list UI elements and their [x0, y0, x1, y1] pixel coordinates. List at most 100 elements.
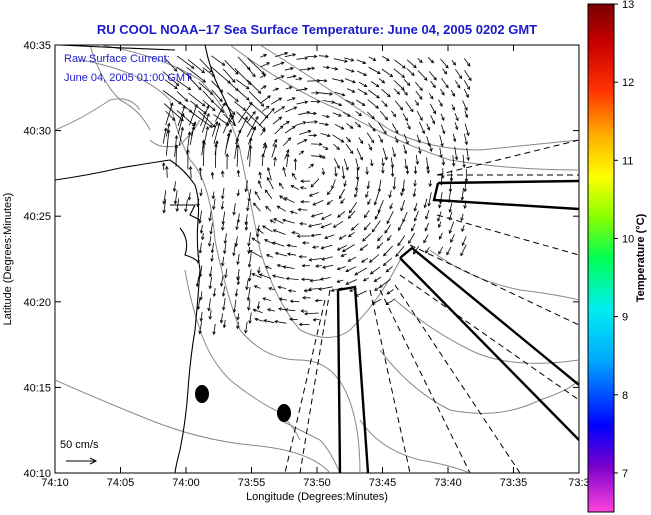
current-arrowhead — [266, 62, 271, 66]
current-arrowhead — [206, 113, 210, 117]
current-arrowhead — [413, 217, 418, 222]
x-tick-label: 74:00 — [172, 477, 200, 489]
current-arrow — [367, 198, 371, 205]
current-arrowhead — [381, 170, 385, 174]
current-arrow — [306, 121, 318, 123]
current-arrow — [211, 254, 214, 262]
current-arrow — [442, 158, 444, 166]
current-arrowhead — [244, 116, 248, 121]
current-arrow — [333, 143, 340, 150]
current-arrowhead — [399, 106, 404, 111]
current-arrowhead — [173, 68, 178, 72]
current-arrow — [448, 189, 451, 203]
current-arrow — [320, 133, 331, 137]
current-arrowhead — [296, 234, 301, 238]
current-arrow — [248, 253, 252, 267]
current-arrow — [327, 188, 333, 195]
current-arrowhead — [417, 139, 421, 144]
current-arrow — [451, 104, 455, 111]
current-arrow — [348, 210, 356, 219]
current-arrow — [291, 185, 299, 191]
current-arrowhead — [266, 176, 271, 181]
current-arrow — [164, 79, 178, 89]
current-arrow — [386, 289, 394, 295]
current-arrowhead — [371, 115, 375, 120]
current-arrowhead — [288, 317, 293, 322]
current-arrowhead — [266, 105, 270, 110]
current-arrow — [449, 202, 453, 213]
current-arrowhead — [196, 203, 200, 208]
current-arrowhead — [336, 165, 340, 170]
current-arrow — [199, 210, 202, 224]
current-arrow — [272, 139, 278, 147]
current-arrow — [287, 97, 296, 101]
current-arrowhead — [365, 194, 369, 198]
current-arrowhead — [321, 155, 326, 159]
current-arrowhead — [198, 273, 203, 278]
current-arrow — [260, 74, 266, 78]
current-arrowhead — [350, 58, 355, 62]
current-arrowhead — [261, 128, 266, 133]
current-arrowhead — [256, 305, 261, 310]
current-arrow — [439, 88, 445, 96]
current-arrow — [247, 57, 265, 75]
current-arrow — [248, 188, 252, 202]
current-arrow — [222, 256, 225, 266]
current-arrowhead — [263, 53, 268, 58]
current-arrow — [414, 99, 419, 106]
current-arrow — [208, 298, 211, 311]
current-arrowhead — [214, 143, 218, 147]
current-arrowhead — [221, 62, 226, 66]
current-arrow — [439, 147, 442, 158]
current-arrowhead — [423, 239, 427, 244]
current-arrowhead — [202, 79, 207, 83]
current-arrow — [166, 166, 168, 178]
current-arrow — [363, 222, 371, 231]
current-arrow — [200, 311, 203, 321]
current-arrow — [343, 111, 351, 117]
current-arrowhead — [172, 188, 177, 193]
current-arrow — [369, 254, 380, 263]
current-arrow — [273, 229, 286, 235]
current-arrowhead — [430, 59, 434, 64]
current-arrow — [318, 92, 333, 95]
current-arrowhead — [180, 126, 184, 131]
current-arrow — [319, 122, 329, 126]
current-arrowhead — [221, 293, 226, 297]
current-arrowhead — [313, 133, 318, 138]
current-arrowhead — [438, 235, 443, 240]
current-arrow — [234, 101, 246, 111]
current-arrow — [227, 115, 234, 127]
current-arrowhead — [262, 225, 266, 229]
current-arrow — [262, 105, 270, 112]
current-arrow — [253, 309, 263, 314]
current-arrow — [383, 245, 393, 257]
current-arrow — [254, 285, 261, 289]
current-arrow — [235, 236, 238, 247]
current-arrowhead — [220, 206, 225, 210]
current-arrow — [405, 101, 414, 112]
current-arrowhead — [244, 226, 249, 231]
current-arrowhead — [411, 227, 415, 232]
current-arrow — [246, 111, 256, 123]
current-arrowhead — [219, 98, 223, 103]
current-arrowhead — [263, 319, 268, 323]
current-arrowhead — [306, 111, 311, 115]
current-arrowhead — [362, 60, 367, 65]
current-arrow — [286, 154, 289, 167]
current-arrowhead — [280, 75, 285, 79]
current-arrow — [236, 89, 250, 101]
current-arrowhead — [336, 146, 340, 151]
current-arrow — [265, 266, 272, 270]
current-arrow — [413, 188, 416, 197]
current-arrow — [402, 89, 408, 96]
current-arrow — [279, 298, 287, 301]
current-arrowhead — [281, 106, 286, 110]
current-arrowhead — [426, 170, 431, 175]
current-arrowhead — [408, 240, 412, 245]
current-arrow — [384, 224, 392, 234]
current-arrowhead — [376, 70, 381, 75]
current-arrow — [285, 106, 297, 113]
current-arrow — [286, 75, 296, 79]
current-arrow — [340, 198, 346, 204]
